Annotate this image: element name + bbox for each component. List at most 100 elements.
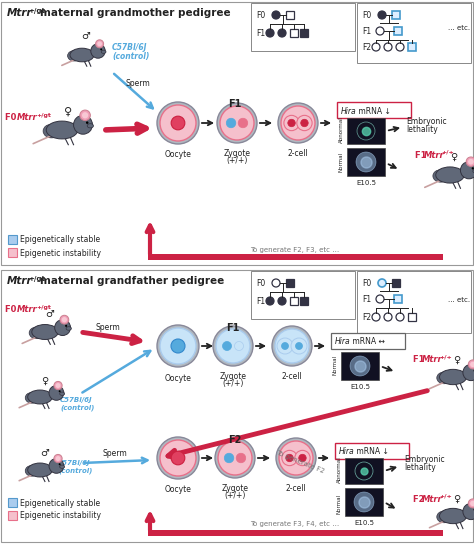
- Text: F2: F2: [228, 435, 242, 445]
- Ellipse shape: [473, 169, 474, 173]
- Circle shape: [299, 455, 306, 462]
- Circle shape: [376, 27, 384, 35]
- Text: Zygote: Zygote: [221, 484, 248, 493]
- Circle shape: [291, 338, 307, 354]
- Circle shape: [82, 112, 88, 118]
- Ellipse shape: [437, 372, 451, 384]
- Text: +/gt: +/gt: [28, 8, 45, 14]
- Text: E10.5: E10.5: [354, 520, 374, 526]
- Circle shape: [472, 167, 474, 169]
- Text: Embryonic: Embryonic: [404, 456, 445, 464]
- Circle shape: [350, 356, 370, 376]
- Circle shape: [157, 102, 199, 144]
- Bar: [8, 511, 17, 520]
- Circle shape: [73, 116, 92, 134]
- Text: Epigenetically stable: Epigenetically stable: [20, 235, 100, 245]
- Bar: [300, 29, 308, 37]
- Circle shape: [378, 279, 386, 287]
- Circle shape: [65, 325, 67, 327]
- Text: maternal grandfather pedigree: maternal grandfather pedigree: [40, 276, 224, 286]
- Text: +/gt: +/gt: [28, 276, 45, 282]
- Bar: [394, 295, 402, 303]
- Text: C57Bl/6J: C57Bl/6J: [112, 44, 147, 52]
- Circle shape: [278, 297, 286, 305]
- FancyBboxPatch shape: [331, 333, 405, 349]
- Circle shape: [460, 162, 474, 179]
- Ellipse shape: [66, 326, 72, 330]
- Circle shape: [220, 106, 254, 140]
- Circle shape: [356, 152, 376, 172]
- Circle shape: [376, 295, 384, 303]
- Circle shape: [396, 313, 404, 321]
- Text: F0: F0: [362, 10, 371, 20]
- Text: Mtrr: Mtrr: [7, 276, 33, 286]
- Ellipse shape: [60, 465, 64, 468]
- Text: E10.5: E10.5: [356, 180, 376, 186]
- Ellipse shape: [60, 392, 64, 395]
- FancyBboxPatch shape: [357, 3, 471, 63]
- Text: 2-cell: 2-cell: [288, 149, 309, 158]
- Ellipse shape: [27, 463, 52, 477]
- Text: Zygote: Zygote: [219, 372, 246, 381]
- Circle shape: [160, 328, 196, 364]
- Ellipse shape: [101, 50, 106, 53]
- Bar: [394, 27, 402, 35]
- Bar: [286, 279, 294, 287]
- Bar: [286, 11, 294, 19]
- Circle shape: [157, 325, 199, 367]
- Ellipse shape: [87, 124, 93, 128]
- Text: Sperm: Sperm: [126, 80, 150, 88]
- FancyBboxPatch shape: [251, 3, 355, 51]
- Circle shape: [60, 315, 69, 324]
- Text: F0: F0: [362, 278, 371, 288]
- Text: F1: F1: [226, 323, 240, 333]
- Text: +/+: +/+: [439, 494, 452, 499]
- Text: (control): (control): [58, 468, 92, 474]
- Text: +/+: +/+: [441, 149, 454, 154]
- FancyBboxPatch shape: [347, 118, 385, 144]
- Ellipse shape: [27, 390, 52, 404]
- Circle shape: [286, 455, 293, 462]
- Circle shape: [80, 110, 91, 120]
- Text: F1: F1: [256, 296, 265, 306]
- Circle shape: [238, 118, 248, 128]
- Circle shape: [100, 49, 102, 50]
- Bar: [8, 498, 17, 507]
- FancyBboxPatch shape: [1, 2, 473, 265]
- Text: mRNA ↓: mRNA ↓: [354, 447, 389, 457]
- Circle shape: [222, 342, 231, 350]
- Circle shape: [295, 342, 302, 349]
- Text: F1: F1: [228, 99, 242, 109]
- Ellipse shape: [29, 327, 43, 338]
- FancyBboxPatch shape: [347, 148, 385, 176]
- Text: Mtrr: Mtrr: [422, 355, 443, 365]
- Ellipse shape: [437, 511, 451, 523]
- Text: Epigenetic instability: Epigenetic instability: [20, 512, 101, 520]
- Text: +/+: +/+: [439, 354, 452, 360]
- Text: Normal: Normal: [338, 152, 344, 172]
- Circle shape: [236, 453, 246, 463]
- Ellipse shape: [46, 121, 78, 139]
- Ellipse shape: [436, 167, 464, 183]
- Circle shape: [354, 492, 374, 512]
- Circle shape: [466, 157, 474, 166]
- Circle shape: [226, 118, 236, 128]
- Text: Hira: Hira: [341, 106, 356, 116]
- Circle shape: [297, 116, 312, 131]
- Text: C57Bl/6J: C57Bl/6J: [60, 397, 92, 403]
- Circle shape: [277, 338, 293, 354]
- Text: ♀: ♀: [450, 152, 457, 162]
- Circle shape: [218, 441, 252, 475]
- Text: ♂: ♂: [46, 309, 55, 319]
- Ellipse shape: [439, 508, 466, 524]
- Circle shape: [160, 105, 196, 141]
- FancyBboxPatch shape: [251, 271, 355, 319]
- Circle shape: [171, 116, 185, 130]
- Text: 2-cell: 2-cell: [282, 372, 302, 381]
- Bar: [392, 11, 400, 19]
- Ellipse shape: [68, 51, 81, 61]
- Circle shape: [54, 382, 62, 390]
- Text: F1: F1: [362, 294, 371, 304]
- Ellipse shape: [25, 392, 38, 403]
- Circle shape: [171, 451, 185, 465]
